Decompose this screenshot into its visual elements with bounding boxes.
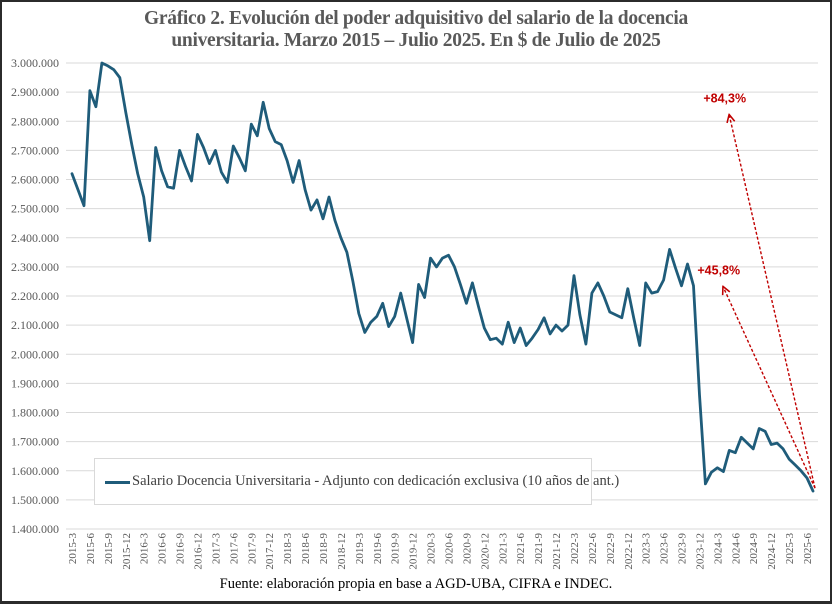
annotation-label: +84,3% bbox=[703, 91, 746, 105]
x-tick-label: 2017-12 bbox=[264, 533, 276, 570]
annotations: +84,3% +45,8% bbox=[697, 91, 816, 489]
x-tick-label: 2018-9 bbox=[318, 533, 330, 565]
x-tick-label: 2020-9 bbox=[461, 533, 473, 565]
x-tick-label: 2016-9 bbox=[175, 533, 187, 565]
legend-label: Salario Docencia Universitaria - Adjunto… bbox=[132, 473, 620, 489]
series-group bbox=[70, 61, 815, 493]
chart-title-line-1: Gráfico 2. Evolución del poder adquisiti… bbox=[144, 8, 688, 29]
x-tick-label: 2021-9 bbox=[533, 533, 545, 565]
x-tick-label: 2021-12 bbox=[551, 533, 563, 570]
x-tick-label: 2022-12 bbox=[623, 533, 635, 570]
y-tick-label: 1.600.000 bbox=[11, 464, 59, 478]
annotation-label: +45,8% bbox=[697, 263, 740, 277]
x-tick-label: 2024-12 bbox=[766, 533, 778, 570]
legend: Salario Docencia Universitaria - Adjunto… bbox=[94, 458, 619, 505]
x-tick-label: 2016-3 bbox=[139, 533, 151, 565]
chart-title-line-2: universitaria. Marzo 2015 – Julio 2025. … bbox=[171, 30, 661, 51]
x-tick-label: 2024-6 bbox=[730, 533, 742, 565]
x-tick-label: 2023-9 bbox=[677, 533, 689, 565]
x-tick-label: 2019-12 bbox=[408, 533, 420, 570]
x-tick-label: 2022-3 bbox=[569, 533, 581, 565]
series-line bbox=[70, 61, 815, 493]
y-tick-label: 2.700.000 bbox=[11, 143, 59, 157]
y-tick-label: 1.900.000 bbox=[11, 376, 59, 390]
y-tick-label: 2.000.000 bbox=[11, 347, 59, 361]
y-tick-label: 2.600.000 bbox=[11, 173, 59, 187]
x-tick-label: 2021-3 bbox=[497, 533, 509, 565]
y-tick-label: 1.400.000 bbox=[11, 522, 59, 536]
x-tick-label: 2016-6 bbox=[157, 533, 169, 565]
x-tick-label: 2025-6 bbox=[802, 533, 814, 565]
y-tick-label: 2.200.000 bbox=[11, 289, 59, 303]
x-tick-label: 2018-3 bbox=[282, 533, 294, 565]
x-tick-label: 2024-3 bbox=[712, 533, 724, 565]
x-tick-label: 2021-6 bbox=[515, 533, 527, 565]
y-tick-label: 1.700.000 bbox=[11, 435, 59, 449]
y-tick-label: 2.400.000 bbox=[11, 231, 59, 245]
y-tick-label: 2.300.000 bbox=[11, 260, 59, 274]
x-tick-label: 2023-3 bbox=[641, 533, 653, 565]
y-tick-label: 3.000.000 bbox=[11, 56, 59, 70]
chart-title: Gráfico 2. Evolución del poder adquisiti… bbox=[0, 8, 832, 52]
x-tick-label: 2015-3 bbox=[67, 533, 79, 565]
x-tick-label: 2025-3 bbox=[784, 533, 796, 565]
x-tick-label: 2022-9 bbox=[605, 533, 617, 565]
x-tick-label: 2018-12 bbox=[336, 533, 348, 570]
legend-swatch bbox=[105, 481, 130, 484]
y-tick-label: 2.800.000 bbox=[11, 114, 59, 128]
y-tick-label: 1.500.000 bbox=[11, 493, 59, 507]
x-tick-label: 2017-3 bbox=[210, 533, 222, 565]
x-tick-label: 2016-12 bbox=[192, 533, 204, 570]
y-tick-label: 2.900.000 bbox=[11, 85, 59, 99]
x-tick-label: 2017-6 bbox=[228, 533, 240, 565]
x-tick-label: 2019-3 bbox=[354, 533, 366, 565]
x-tick-label: 2019-6 bbox=[372, 533, 384, 565]
y-tick-label: 2.500.000 bbox=[11, 202, 59, 216]
y-tick-label: 1.800.000 bbox=[11, 406, 59, 420]
x-tick-label: 2022-6 bbox=[587, 533, 599, 565]
y-axis-ticks: 1.400.000 1.500.000 1.600.000 1.700.000 1.80… bbox=[11, 56, 59, 536]
x-tick-label: 2019-9 bbox=[390, 533, 402, 565]
x-axis-ticks: 2015-3 2015-6 2015-9 2015-12 2016-3 2016-6 201… bbox=[67, 533, 814, 570]
annotation-arrow bbox=[723, 287, 816, 489]
x-tick-label: 2020-12 bbox=[479, 533, 491, 570]
x-tick-label: 2023-6 bbox=[659, 533, 671, 565]
x-tick-label: 2023-12 bbox=[694, 533, 706, 570]
y-tick-label: 2.100.000 bbox=[11, 318, 59, 332]
x-tick-label: 2020-3 bbox=[426, 533, 438, 565]
x-tick-label: 2015-6 bbox=[85, 533, 97, 565]
x-tick-label: 2024-9 bbox=[748, 533, 760, 565]
source-note: Fuente: elaboración propia en base a AGD… bbox=[219, 576, 613, 592]
x-tick-label: 2015-9 bbox=[103, 533, 115, 565]
x-tick-label: 2017-9 bbox=[246, 533, 258, 565]
annotation-arrow bbox=[729, 115, 816, 489]
x-tick-label: 2015-12 bbox=[121, 533, 133, 570]
x-tick-label: 2020-6 bbox=[443, 533, 455, 565]
x-tick-label: 2018-6 bbox=[300, 533, 312, 565]
